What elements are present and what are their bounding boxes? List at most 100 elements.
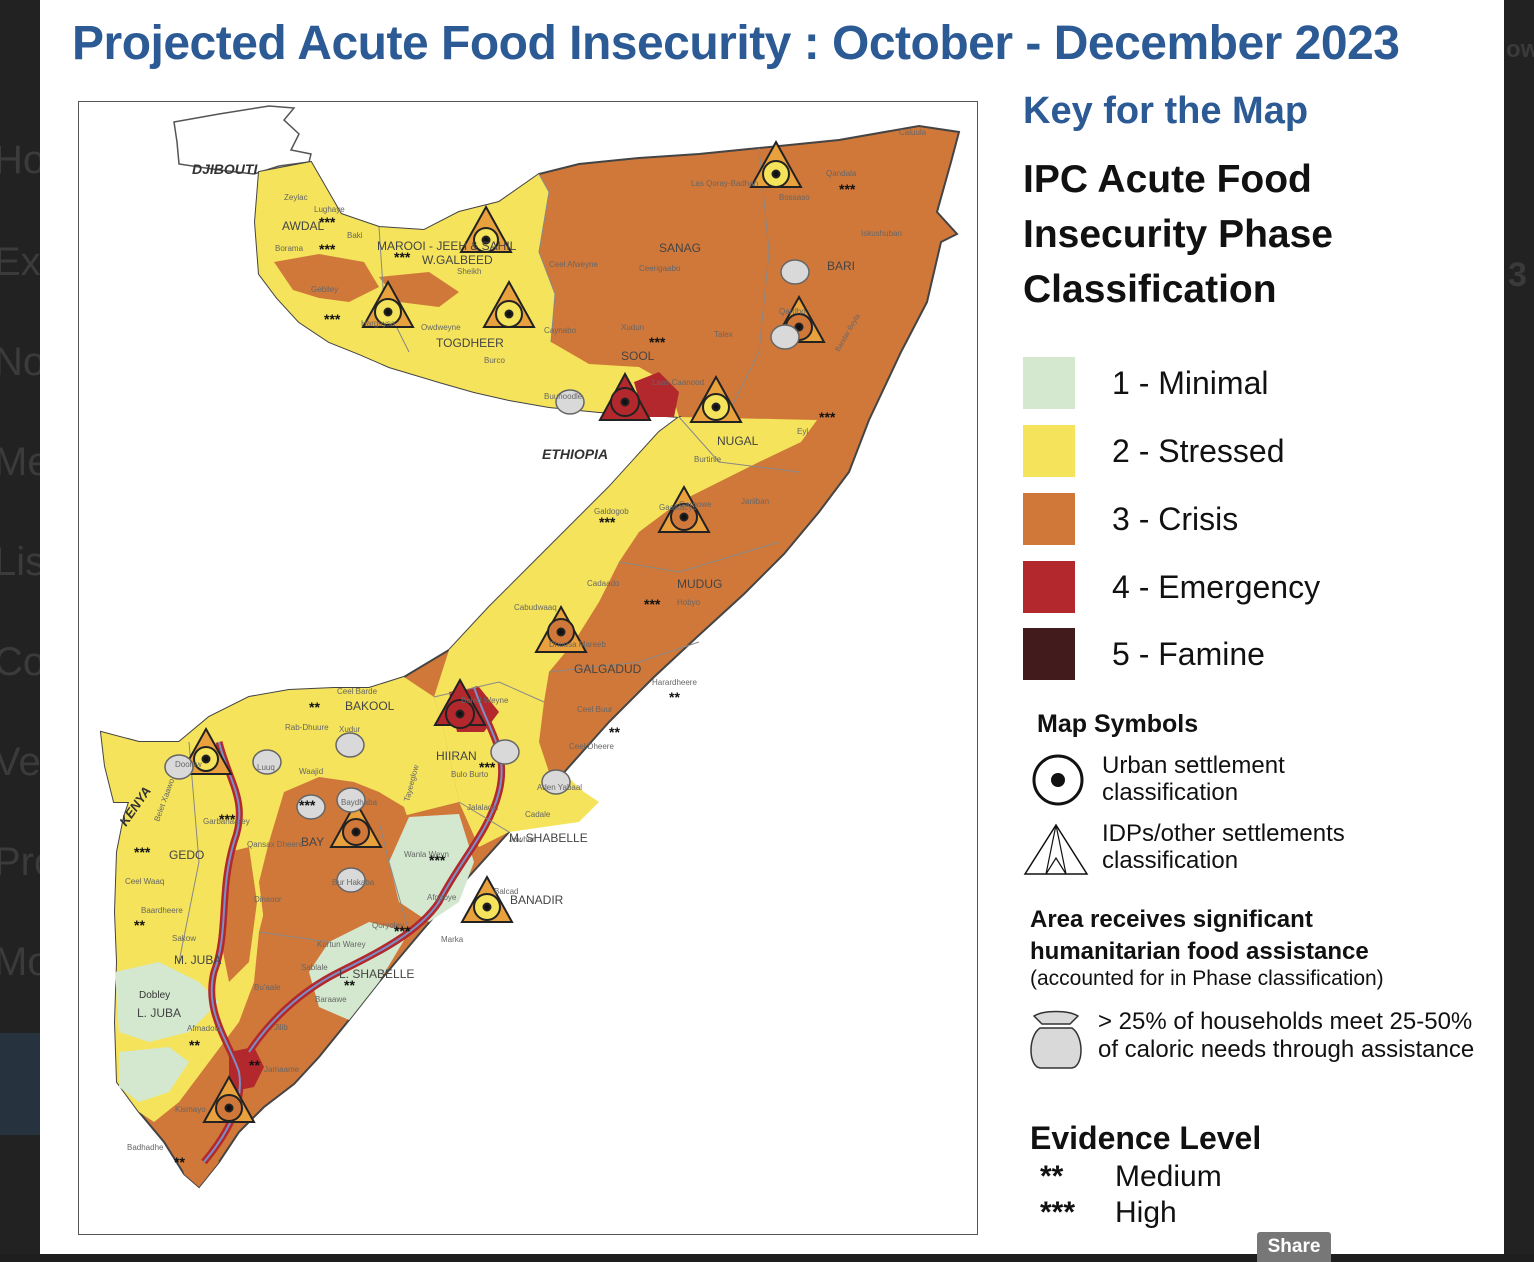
legend-phase-5: 5 - Famine <box>1023 628 1423 680</box>
district-label: Gaalkacyo <box>659 503 697 512</box>
nav-item-communities[interactable]: Co <box>0 640 40 684</box>
region-label: BARI <box>827 259 855 273</box>
phase-2-label: 2 - Stressed <box>1112 433 1285 469</box>
region-label: L. JUBA <box>137 1006 181 1020</box>
svg-text:***: *** <box>219 811 236 827</box>
district-label: Galdogob <box>594 507 629 516</box>
nav-item-messages[interactable]: Me <box>0 440 40 484</box>
legend-phase-4: 4 - Emergency <box>1023 561 1423 613</box>
district-label: Harardheere <box>652 678 697 687</box>
svg-text:**: ** <box>609 724 620 740</box>
svg-text:***: *** <box>839 181 856 197</box>
key-heading: Key for the Map <box>1023 90 1309 132</box>
region-label: M. JUBA <box>174 953 221 967</box>
district-label: Hobyo <box>677 598 701 607</box>
nav-post-button[interactable] <box>0 1033 40 1135</box>
district-label: Kurtun Warey <box>317 940 366 949</box>
district-label: Gebiley <box>311 285 338 294</box>
region-label: AWDAL <box>282 219 325 233</box>
district-label: Burco <box>484 356 505 365</box>
district-label: Jamaame <box>264 1065 300 1074</box>
district-label: Beled Weyne <box>461 696 509 705</box>
district-label: Balcad <box>494 887 518 896</box>
district-label: Baki <box>347 231 363 240</box>
somalia-map: DJIBOUTI ETHIOPIA KENYA AWDAL MAROOI - J… <box>78 101 978 1235</box>
nav-item-explore[interactable]: Exp <box>0 240 40 284</box>
district-label: Baardheere <box>141 906 183 915</box>
legend-phase-1: 1 - Minimal <box>1023 357 1423 409</box>
ipc-title: IPC Acute Food Insecurity Phase Classifi… <box>1023 158 1333 311</box>
district-label: Garoowe <box>679 500 712 509</box>
evidence-medium: ** Medium <box>1040 1160 1222 1194</box>
nav-item-home[interactable]: Ho <box>0 138 40 182</box>
district-label: Bossaso <box>779 193 810 202</box>
svg-text:***: *** <box>429 852 446 868</box>
district-label: Qardho <box>779 307 806 316</box>
district-label: Ceel Afweyne <box>549 260 598 269</box>
district-label: Cabudwaaq <box>514 603 557 612</box>
district-label: Cadale <box>525 810 551 819</box>
svg-text:***: *** <box>319 241 336 257</box>
district-label: Aden Yabaal <box>537 783 582 792</box>
district-label: Qansax Dheere <box>247 840 304 849</box>
svg-text:**: ** <box>249 1057 260 1073</box>
svg-text:***: *** <box>644 596 661 612</box>
district-label: Bur Hakaba <box>332 878 375 887</box>
share-button[interactable]: Share <box>1257 1232 1331 1262</box>
idp-settlement-icon <box>1023 823 1089 875</box>
svg-text:***: *** <box>324 311 341 327</box>
nav-item-profile[interactable]: Pro <box>0 840 40 884</box>
district-label: Jilib <box>274 1023 288 1032</box>
region-label: GALGADUD <box>574 662 642 676</box>
svg-text:***: *** <box>299 797 316 813</box>
evidence-label: Medium <box>1115 1160 1222 1193</box>
district-label: Xudur <box>339 725 361 734</box>
nav-item-more[interactable]: Mo <box>0 940 40 984</box>
district-label: Iskushuban <box>861 229 902 238</box>
nav-item-verified[interactable]: Ve <box>0 740 40 784</box>
svg-text:**: ** <box>309 699 320 715</box>
district-label: Ceel Waaq <box>125 877 164 886</box>
district-label: Sablale <box>301 963 328 972</box>
region-label: NUGAL <box>717 434 759 448</box>
djibouti-outline <box>173 105 312 175</box>
svg-text:***: *** <box>319 214 336 230</box>
phase-3-swatch <box>1023 493 1075 545</box>
district-label: Ceerigaabo <box>639 264 681 273</box>
region-label: BAKOOL <box>345 699 395 713</box>
district-label: Caluula <box>899 128 927 137</box>
district-label: Jalalaqsi <box>467 803 498 812</box>
district-label: Dinsoor <box>254 895 282 904</box>
region-label: HIIRAN <box>436 749 477 763</box>
district-label: Dobley <box>139 990 170 1001</box>
urban-settlement-label: Urban settlement classification <box>1102 752 1285 806</box>
district-label: Waajid <box>299 767 323 776</box>
region-label: GEDO <box>169 848 204 862</box>
district-label: Dhuusa Mareeb <box>549 640 606 649</box>
background-side-nav: Ho Exp No Me Lis Co Ve Pro Mo <box>0 0 40 1254</box>
district-label: Ceel Barde <box>337 687 378 696</box>
background-right-text: 3 <box>1508 256 1527 294</box>
svg-text:**: ** <box>344 977 355 993</box>
phase-2-swatch <box>1023 425 1075 477</box>
district-label: Luuq <box>257 763 275 772</box>
district-label: Ceel Dheere <box>569 742 614 751</box>
svg-text:**: ** <box>134 917 145 933</box>
food-bag-icon <box>1030 1010 1082 1069</box>
district-label: Borama <box>275 244 304 253</box>
region-label: MAROOI - JEEH & SAHIL <box>377 239 517 253</box>
nav-item-lists[interactable]: Lis <box>0 540 40 584</box>
district-label: Garbahaarey <box>203 817 250 826</box>
district-label: Hargeysa <box>361 319 396 328</box>
svg-text:***: *** <box>394 923 411 939</box>
background-right-column: ow 3 <box>1504 0 1534 1254</box>
district-label: Jowhar <box>509 835 535 844</box>
evidence-high: *** High <box>1040 1196 1177 1230</box>
phase-1-label: 1 - Minimal <box>1112 365 1269 401</box>
region-label: MUDUG <box>677 577 722 591</box>
district-label: Las Qoray-Badhan <box>691 179 758 188</box>
district-label: Sakow <box>172 934 196 943</box>
region-label: L. SHABELLE <box>339 967 414 981</box>
district-label: Wanla Weyn <box>404 850 449 859</box>
nav-item-notifications[interactable]: No <box>0 340 40 384</box>
